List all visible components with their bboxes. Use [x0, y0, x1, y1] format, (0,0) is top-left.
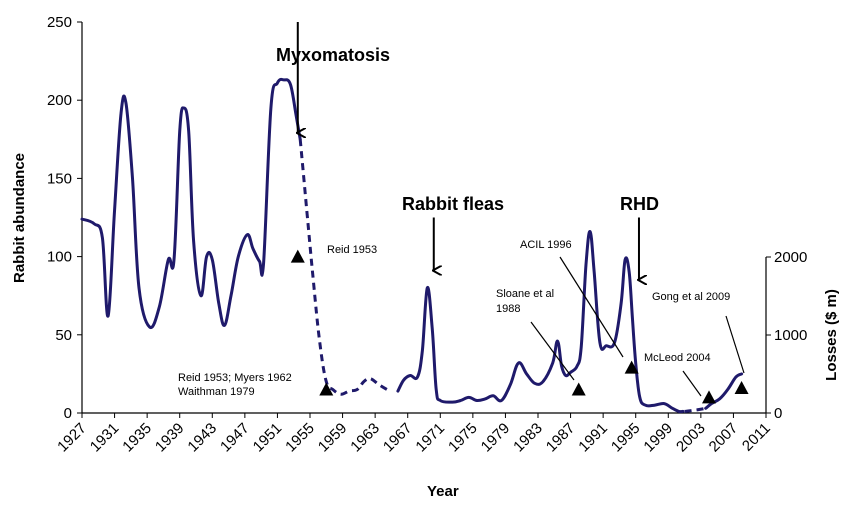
y-tick-label: 100 — [47, 249, 72, 266]
loss-marker-triangle — [571, 382, 586, 396]
y-tick-label: 200 — [47, 92, 72, 109]
x-tick-label: 1983 — [510, 420, 546, 456]
y-axis-title: Rabbit abundance — [11, 153, 28, 283]
x-tick-label: 1975 — [445, 420, 481, 456]
y2-axis-title: Losses ($ m) — [823, 289, 840, 381]
x-tick-label: 1999 — [640, 420, 676, 456]
y2-axis-ticks: 0 1000 2000 — [766, 249, 807, 422]
x-tick-label: 1987 — [543, 420, 579, 456]
loss-marker-triangle — [702, 390, 716, 404]
loss-markers — [290, 249, 749, 404]
x-tick-label: 1967 — [380, 420, 416, 456]
x-tick-label: 1995 — [608, 420, 644, 456]
event-arrows — [298, 22, 639, 280]
x-tick-label: 2007 — [706, 420, 742, 456]
x-axis-ticks: 1927193119351939194319471951195519591963… — [54, 413, 774, 455]
gong-label: Gong et al 2009 — [652, 291, 730, 303]
y2-tick-label: 1000 — [774, 327, 807, 344]
mcleod-label: McLeod 2004 — [644, 352, 711, 364]
series-line-segment-3 — [396, 230, 685, 414]
loss-marker-triangle — [734, 380, 749, 394]
x-tick-label: 1971 — [412, 420, 448, 456]
x-tick-label: 1939 — [152, 420, 188, 456]
x-axis-title: Year — [427, 483, 459, 500]
series-line-segment-2 — [298, 139, 391, 396]
series-line-segment-4 — [684, 406, 706, 413]
y-axis-ticks: 0 50 100 150 200 250 — [47, 14, 82, 422]
reid-1953-label: Reid 1953 — [327, 244, 377, 256]
sloane-label-line2: 1988 — [496, 303, 520, 315]
x-tick-label: 1991 — [575, 420, 611, 456]
loss-marker-triangle — [319, 382, 334, 396]
y-tick-label: 150 — [47, 170, 72, 187]
x-tick-label: 1943 — [184, 420, 220, 456]
series-line-segment-1 — [80, 77, 302, 330]
acil-label: ACIL 1996 — [520, 239, 572, 251]
reid-myers-label-line2: Waithman 1979 — [178, 386, 255, 398]
myxomatosis-label: Myxomatosis — [276, 45, 390, 65]
loss-marker-triangle — [290, 249, 305, 263]
abundance-series — [80, 77, 744, 414]
sloane-label-line1: Sloane et al — [496, 288, 554, 300]
series-line-segment-5 — [704, 372, 744, 410]
reid-myers-label-line1: Reid 1953; Myers 1962 — [178, 372, 292, 384]
x-tick-label: 2003 — [673, 420, 709, 456]
acil-pointer-line — [559, 256, 624, 358]
y2-tick-label: 0 — [774, 405, 782, 422]
gong-pointer-line — [725, 315, 745, 374]
x-tick-label: 1955 — [282, 420, 318, 456]
x-tick-label: 2011 — [739, 420, 774, 455]
rabbit-fleas-label: Rabbit fleas — [402, 194, 504, 214]
x-tick-label: 1931 — [87, 420, 123, 456]
x-tick-label: 1963 — [347, 420, 383, 456]
y-tick-label: 0 — [64, 405, 72, 422]
x-tick-label: 1959 — [315, 420, 351, 456]
y2-tick-label: 2000 — [774, 249, 807, 266]
x-tick-label: 1951 — [250, 420, 286, 456]
loss-marker-triangle — [624, 360, 639, 374]
rhd-label: RHD — [620, 194, 659, 214]
y-tick-label: 250 — [47, 14, 72, 31]
sloane-pointer-line — [530, 321, 575, 381]
y-tick-label: 50 — [55, 327, 72, 344]
x-tick-label: 1927 — [54, 420, 90, 456]
x-tick-label: 1947 — [217, 420, 253, 456]
x-tick-label: 1979 — [478, 420, 514, 456]
x-tick-label: 1935 — [119, 420, 155, 456]
mcleod-pointer-line — [682, 370, 702, 397]
